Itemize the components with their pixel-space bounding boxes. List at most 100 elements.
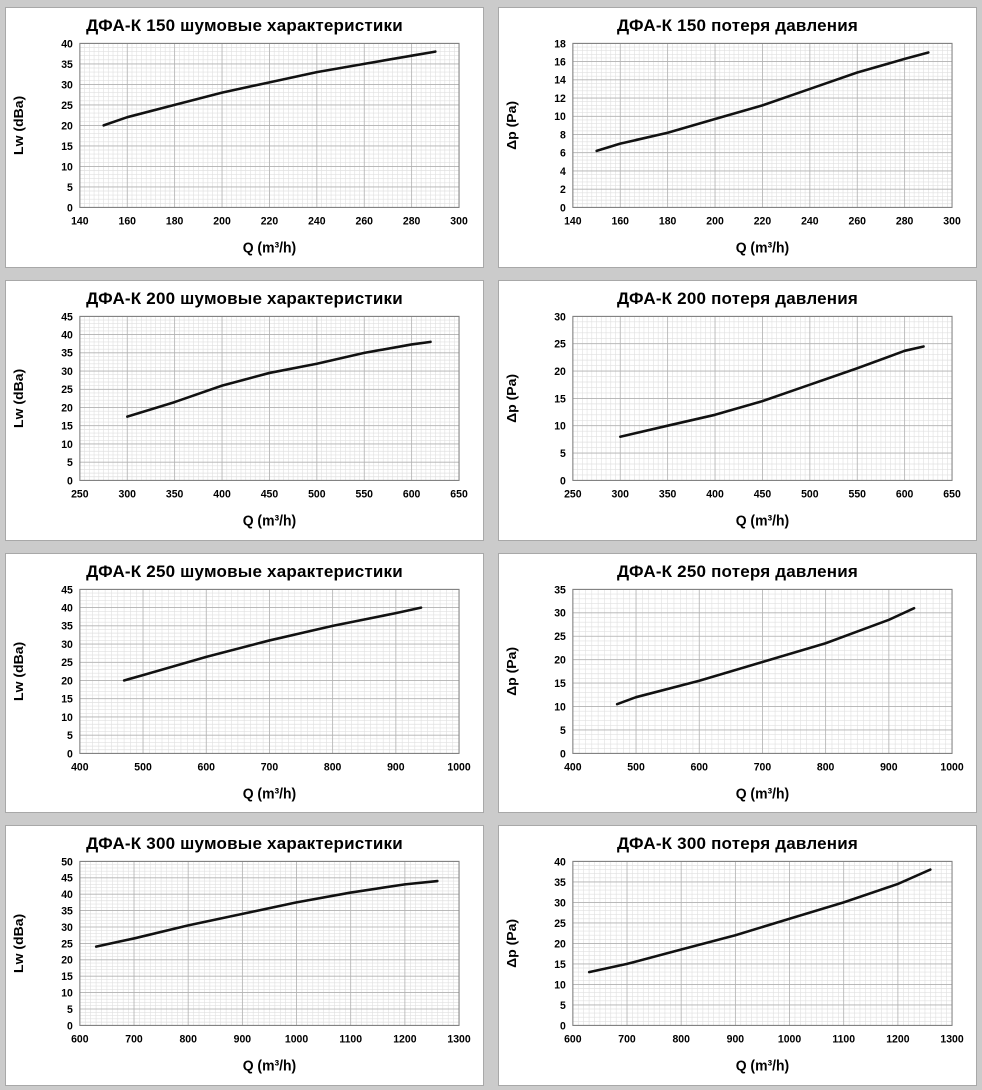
x-tick-label: 800	[817, 761, 834, 773]
chart-panel-dfak200-noise: ДФА-К 200 шумовые характеристики 250 300 3…	[5, 279, 484, 541]
y-tick-label: 40	[61, 602, 73, 614]
y-tick-label: 40	[554, 856, 566, 868]
y-tick-label: 0	[67, 475, 73, 487]
line-chart: 250 300 350 400 450 500 550 600 650 0 5 10 15 20 25 30 Q…	[504, 311, 960, 530]
y-tick-label: 20	[61, 402, 73, 414]
chart-title: ДФА-К 300 потеря давления	[616, 834, 859, 854]
x-tick-label: 250	[71, 488, 88, 500]
y-tick-label: 25	[61, 656, 73, 668]
plot-area: 400 500 600 700 800 900 1000 0 5 10 15 20 25 30 35	[554, 584, 963, 774]
y-axis-label: Lw (dBa)	[11, 369, 25, 428]
y-tick-label: 35	[554, 877, 566, 889]
line-chart: 140 160 180 200 220 240 260 280 300 0 5 10 15 20 25 30 3…	[11, 38, 467, 257]
x-tick-label: 160	[119, 215, 136, 227]
x-tick-label: 600	[691, 761, 708, 773]
chart-panel-dfak300-pressure: ДФА-К 300 потеря давления 600 700 800 900 10…	[498, 825, 977, 1086]
x-tick-label: 500	[308, 488, 325, 500]
x-tick-label: 800	[672, 1034, 689, 1046]
y-axis-label: Lw (dBa)	[11, 96, 25, 155]
plot-area: 600 700 800 900 1000 1100 1200 1300 0 5 10 15 20 25 30…	[554, 856, 963, 1046]
y-tick-label: 30	[61, 638, 73, 650]
data-series-line	[619, 344, 925, 438]
x-axis-label: Q (m³/h)	[736, 786, 790, 803]
y-tick-label: 10	[61, 161, 73, 173]
y-tick-label: 15	[554, 677, 566, 689]
x-tick-label: 240	[801, 215, 818, 227]
y-tick-label: 14	[554, 74, 566, 86]
x-tick-label: 280	[896, 215, 913, 227]
y-tick-label: 25	[61, 938, 73, 950]
x-tick-label: 700	[618, 1034, 635, 1046]
chart-panel-dfak150-noise: ДФА-К 150 шумовые характеристики 140 160 1…	[5, 7, 484, 268]
y-tick-label: 40	[61, 329, 73, 341]
y-tick-label: 0	[560, 475, 566, 487]
chart-title: ДФА-К 150 потеря давления	[616, 16, 859, 35]
line-chart: 600 700 800 900 1000 1100 1200 1300 0 5 10 15 20 25 30…	[504, 856, 963, 1076]
y-tick-label: 35	[61, 620, 73, 632]
chart-title: ДФА-К 300 шумовые характеристики	[86, 834, 403, 854]
y-tick-label: 16	[554, 56, 566, 68]
y-tick-label: 0	[560, 1020, 566, 1032]
x-tick-label: 140	[564, 215, 581, 227]
x-tick-label: 350	[659, 488, 676, 500]
x-tick-label: 900	[880, 761, 897, 773]
data-series-line	[94, 879, 439, 949]
line-chart: 400 500 600 700 800 900 1000 0 5 10 15 20 25 30 35 Q (m…	[504, 584, 963, 803]
plot-border	[572, 315, 953, 481]
plot-border	[79, 42, 460, 208]
x-tick-label: 160	[612, 215, 629, 227]
y-tick-label: 20	[554, 938, 566, 950]
y-tick-label: 10	[554, 111, 566, 123]
x-tick-label: 400	[564, 761, 581, 773]
chart-title: ДФА-К 250 потеря давления	[616, 561, 859, 581]
x-tick-label: 600	[198, 761, 215, 773]
y-tick-label: 6	[560, 147, 566, 159]
y-tick-label: 5	[560, 1000, 566, 1012]
y-axis-label: Lw (dBa)	[11, 914, 25, 973]
x-tick-label: 700	[261, 761, 278, 773]
plot-border	[79, 315, 460, 481]
x-tick-label: 600	[896, 488, 913, 500]
y-tick-label: 15	[554, 393, 566, 405]
plot-border	[572, 588, 953, 754]
x-axis-label: Q (m³/h)	[243, 513, 297, 530]
y-tick-label: 10	[554, 701, 566, 713]
x-tick-label: 550	[849, 488, 866, 500]
y-tick-label: 5	[560, 724, 566, 736]
y-tick-label: 20	[61, 955, 73, 967]
x-tick-label: 400	[213, 488, 230, 500]
x-tick-label: 1300	[940, 1034, 963, 1046]
x-tick-label: 220	[261, 215, 278, 227]
y-tick-label: 35	[61, 347, 73, 359]
x-tick-label: 800	[179, 1034, 196, 1046]
y-tick-label: 8	[560, 129, 566, 141]
chart-title: ДФА-К 250 шумовые характеристики	[86, 561, 403, 581]
x-tick-label: 600	[403, 488, 420, 500]
y-tick-label: 10	[61, 438, 73, 450]
y-tick-label: 15	[61, 140, 73, 152]
x-tick-label: 1000	[285, 1034, 308, 1046]
x-tick-label: 600	[564, 1034, 581, 1046]
chart-panel-dfak250-pressure: ДФА-К 250 потеря давления 400 500 600 700 80…	[498, 552, 977, 814]
x-axis-label: Q (m³/h)	[736, 513, 790, 530]
y-axis-label: Δp (Pa)	[504, 374, 518, 423]
y-tick-label: 10	[554, 420, 566, 432]
plot-area: 250 300 350 400 450 500 550 600 650 0 5 10 15 20 25 30 3…	[61, 311, 468, 501]
x-axis-label: Q (m³/h)	[243, 240, 297, 257]
chart-panel-dfak300-noise: ДФА-К 300 шумовые характеристики 600 700 8…	[5, 825, 484, 1086]
x-tick-label: 400	[706, 488, 723, 500]
x-tick-label: 220	[754, 215, 771, 227]
y-tick-label: 35	[554, 584, 566, 596]
plot-area: 400 500 600 700 800 900 1000 0 5 10 15 20 25 30 35 40 45	[61, 584, 470, 774]
y-tick-label: 4	[560, 165, 566, 177]
y-tick-label: 0	[67, 747, 73, 759]
y-tick-label: 5	[67, 456, 73, 468]
x-tick-label: 260	[849, 215, 866, 227]
y-tick-label: 30	[554, 311, 566, 323]
line-chart: 250 300 350 400 450 500 550 600 650 0 5 10 15 20 25 30 3…	[11, 311, 468, 530]
y-tick-label: 18	[554, 38, 566, 50]
y-tick-label: 40	[61, 889, 73, 901]
x-tick-label: 280	[403, 215, 420, 227]
x-axis-label: Q (m³/h)	[736, 1059, 790, 1076]
